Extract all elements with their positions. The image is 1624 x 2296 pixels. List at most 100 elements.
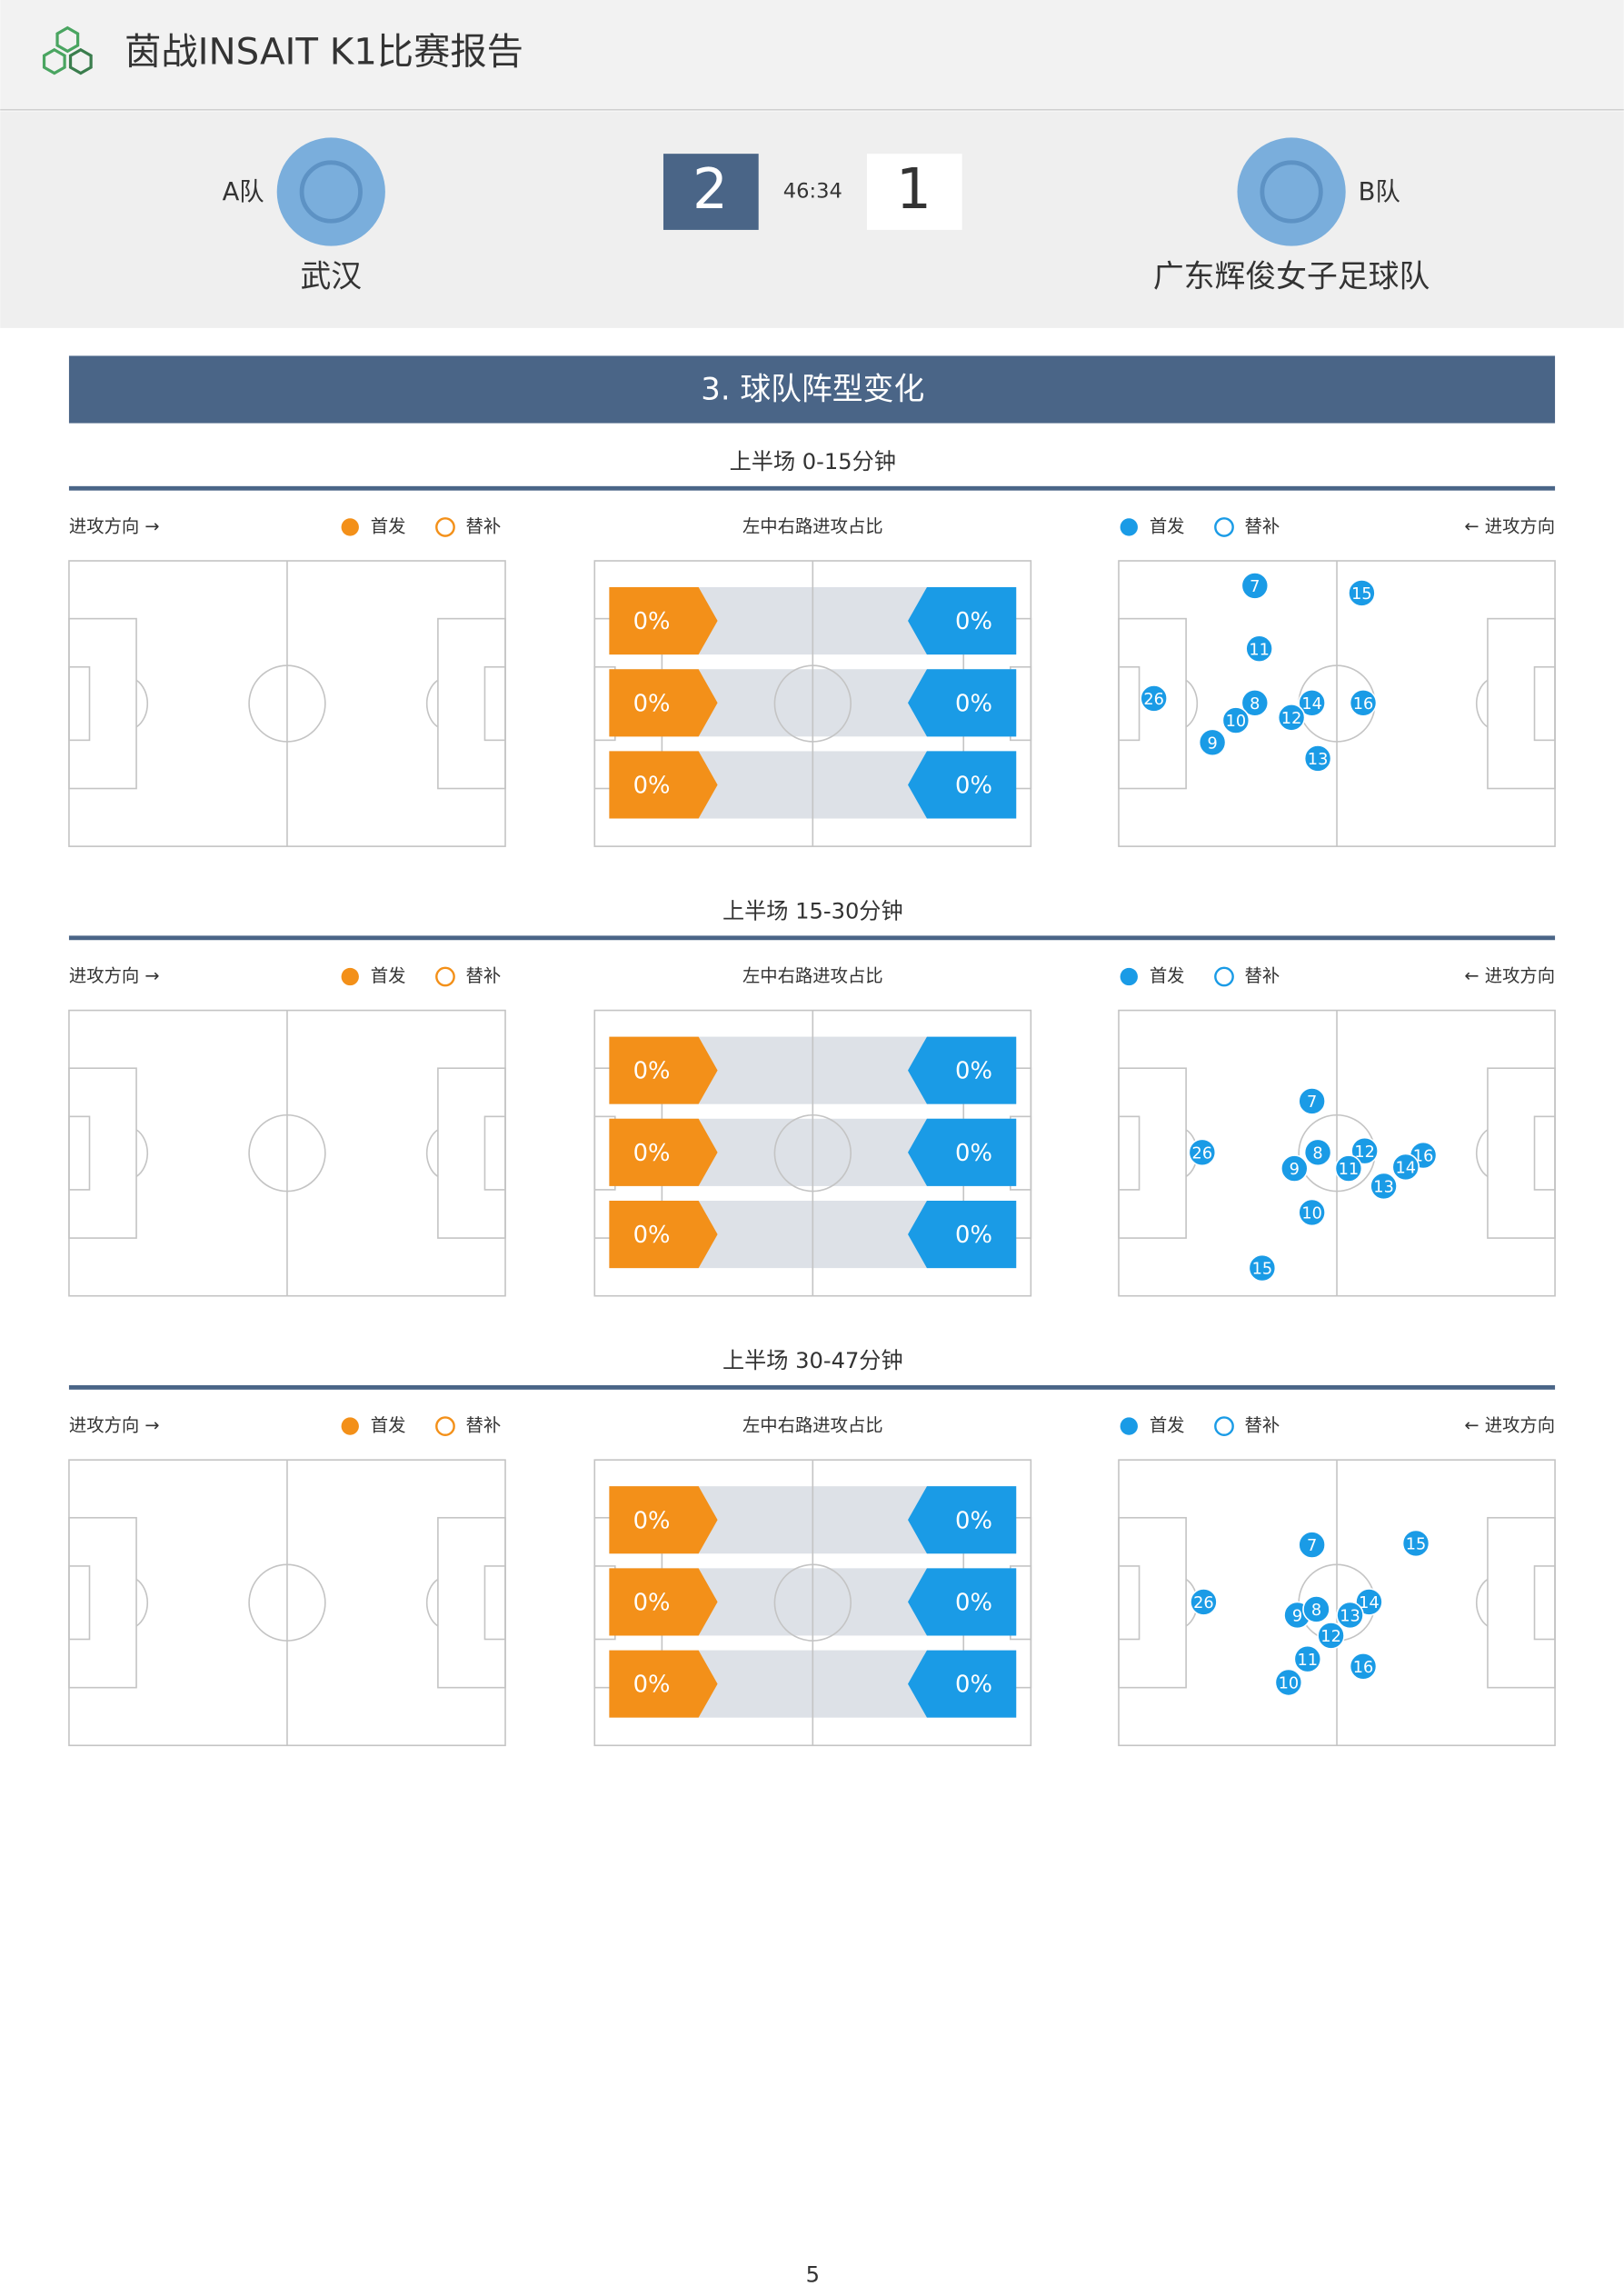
- goal-box: [1118, 665, 1141, 742]
- goal-box: [1118, 1565, 1141, 1641]
- home-lane-arrow: [609, 1486, 718, 1554]
- home-lane-arrow: [609, 1200, 718, 1269]
- legend-label: 替补: [1245, 965, 1280, 986]
- penalty-arc: [1185, 679, 1199, 728]
- home-lane-arrow: [609, 586, 718, 655]
- home-label: A队: [223, 178, 264, 206]
- player-number: 9: [1207, 734, 1217, 753]
- penalty-arc: [425, 679, 439, 728]
- lanes-title: 左中右路进攻占比: [742, 1415, 883, 1436]
- center-circle: [773, 1563, 852, 1642]
- away-lane-arrow: [908, 586, 1017, 655]
- player-dot: [1370, 1172, 1398, 1201]
- player-number: 8: [1312, 1144, 1322, 1163]
- player-number: 10: [1301, 1204, 1322, 1223]
- goal-box: [483, 1565, 506, 1641]
- period-rule: [68, 935, 1556, 941]
- player-dot: [1240, 572, 1270, 600]
- player-number: 14: [1359, 1594, 1380, 1612]
- player-number: 9: [1292, 1608, 1302, 1626]
- goal-box: [1533, 1565, 1556, 1641]
- home-lane-share: 0%: [633, 1140, 671, 1167]
- direction-label: 进攻方向 →: [69, 1415, 160, 1436]
- legend-sub: [1214, 1416, 1234, 1436]
- player-dot: [1298, 1531, 1326, 1559]
- player-number: 9: [1290, 1161, 1300, 1179]
- center-circle: [248, 1563, 326, 1642]
- away-label: B队: [1359, 178, 1400, 206]
- period-rule: [68, 485, 1556, 491]
- penalty-box: [68, 1516, 137, 1689]
- legend-label: 首发: [1150, 515, 1185, 536]
- home-lane-share: 0%: [633, 1222, 671, 1249]
- player-dot: [1221, 706, 1250, 734]
- player-number: 10: [1226, 713, 1247, 731]
- player-dot: [1349, 1652, 1378, 1681]
- away-lane-arrow: [908, 1118, 1017, 1186]
- player-dot: [1391, 1153, 1420, 1182]
- away-lane-share: 0%: [955, 773, 992, 800]
- direction-label: 进攻方向 →: [69, 965, 160, 986]
- player-number: 8: [1311, 1602, 1321, 1620]
- away-lane-arrow: [908, 669, 1017, 737]
- player-number: 7: [1307, 1537, 1317, 1555]
- player-number: 8: [1250, 695, 1260, 714]
- penalty-arc: [135, 679, 149, 728]
- page-number: 5: [806, 2261, 820, 2287]
- player-number: 13: [1340, 1608, 1360, 1626]
- period-title: 上半场 0-15分钟: [730, 449, 896, 474]
- player-dot: [1303, 744, 1332, 773]
- player-number: 12: [1354, 1143, 1375, 1162]
- player-number: 13: [1373, 1178, 1394, 1196]
- penalty-box: [1118, 1067, 1187, 1239]
- home-lane-share: 0%: [633, 1058, 671, 1085]
- home-lane-arrow: [609, 751, 718, 819]
- away-score: 1: [896, 157, 932, 222]
- report-title: 茵战INSAIT K1比赛报告: [125, 32, 523, 74]
- penalty-box: [437, 1516, 506, 1689]
- home-lane-share: 0%: [633, 773, 671, 800]
- away-lane-share: 0%: [955, 1672, 992, 1699]
- player-number: 12: [1281, 710, 1302, 728]
- player-number: 14: [1301, 695, 1322, 714]
- away-lane-share: 0%: [955, 1140, 992, 1167]
- legend-label: 首发: [371, 1415, 406, 1436]
- away-lane-arrow: [908, 1650, 1017, 1718]
- legend-label: 首发: [371, 965, 406, 986]
- legend-label: 替补: [1245, 515, 1280, 536]
- player-dot: [1348, 579, 1376, 607]
- player-number: 7: [1307, 1093, 1317, 1112]
- player-dot: [1198, 728, 1227, 757]
- section-bar: [68, 355, 1556, 424]
- player-number: 26: [1143, 691, 1164, 709]
- player-number: 16: [1353, 695, 1374, 714]
- player-number: 10: [1279, 1675, 1300, 1693]
- home-lane-share: 0%: [633, 1507, 671, 1534]
- penalty-box: [1487, 1067, 1556, 1239]
- penalty-arc: [1475, 679, 1489, 728]
- player-number: 15: [1406, 1536, 1427, 1554]
- center-circle: [773, 664, 852, 743]
- penalty-box: [1487, 1516, 1556, 1689]
- away-lane-arrow: [908, 1568, 1017, 1636]
- player-dot: [1298, 688, 1326, 717]
- home-name: 武汉: [300, 259, 362, 294]
- player-dot: [1350, 1136, 1379, 1165]
- scoreboard-bg: [0, 111, 1624, 328]
- player-dot: [1274, 1668, 1303, 1697]
- player-dot: [1298, 1087, 1326, 1115]
- legend-label: 替补: [466, 965, 502, 986]
- player-number: 13: [1308, 751, 1329, 769]
- player-number: 16: [1353, 1659, 1374, 1677]
- player-dot: [1302, 1595, 1330, 1623]
- lanes-title: 左中右路进攻占比: [742, 965, 883, 986]
- legend-label: 替补: [466, 1415, 502, 1436]
- home-lane-share: 0%: [633, 690, 671, 717]
- home-score: 2: [692, 157, 728, 222]
- direction-label: ← 进攻方向: [1464, 1415, 1555, 1436]
- legend-starter: [341, 967, 359, 986]
- away-lane-share: 0%: [955, 608, 992, 635]
- away-lane-arrow: [908, 1200, 1017, 1269]
- home-lane-share: 0%: [633, 1590, 671, 1617]
